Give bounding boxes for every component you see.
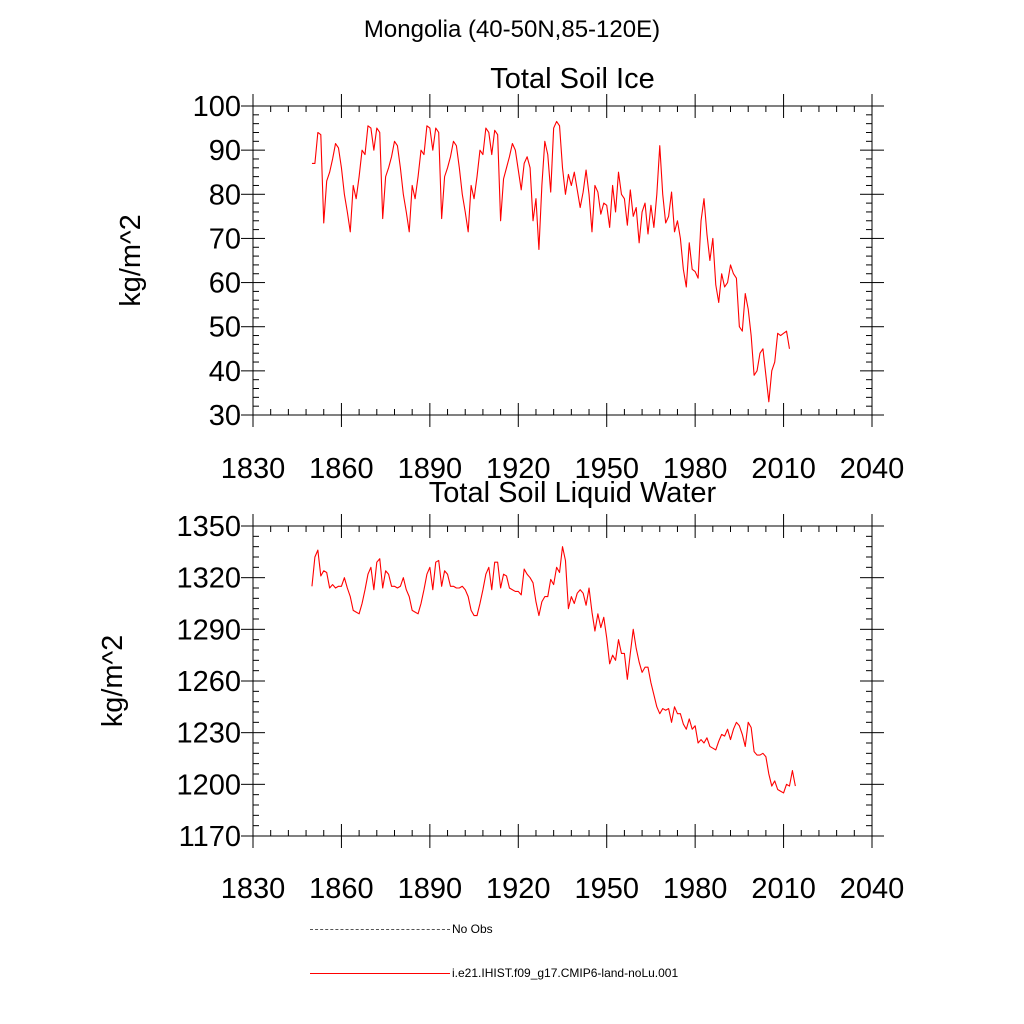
series-line-0 [311, 120, 791, 403]
y-tick-label: 1350 [176, 511, 241, 543]
y-tick-label: 1290 [176, 614, 241, 646]
y-tick-label: 1230 [176, 718, 241, 750]
plot-frame [252, 525, 873, 837]
x-tick-label: 1860 [309, 453, 374, 485]
y-tick-label: 100 [193, 91, 241, 123]
legend-label-model: i.e21.IHIST.f09_g17.CMIP6-land-noLu.001 [452, 966, 679, 980]
y-tick-label: 1260 [176, 666, 241, 698]
x-tick-label: 1980 [663, 453, 728, 485]
y-tick-label: 80 [209, 179, 241, 211]
y-tick-label: 1320 [176, 563, 241, 595]
chart-title: Total Soil Ice [490, 63, 654, 95]
y-tick-label: 90 [209, 135, 241, 167]
y-axis-label: kg/m^2 [97, 635, 129, 728]
y-axis-label: kg/m^2 [115, 214, 147, 307]
legend-swatch-dashed [310, 928, 450, 930]
x-tick-label: 1950 [574, 873, 639, 905]
y-tick-label: 40 [209, 356, 241, 388]
plot-frame [252, 105, 873, 416]
page-title: Mongolia (40-50N,85-120E) [363, 16, 661, 43]
chart-title: Total Soil Liquid Water [429, 477, 717, 509]
x-tick-label: 2010 [751, 453, 816, 485]
chart-total-soil-ice: Total Soil Ice kg/m^2 1830 1860 1890 1920 1950… [115, 63, 904, 485]
chart-total-soil-liquid-water: Total Soil Liquid Water kg/m^2 1830 1860 189… [97, 477, 904, 905]
y-tick-label: 30 [209, 400, 241, 432]
legend-label-no-obs: No Obs [452, 922, 493, 936]
legend-swatch-solid [310, 972, 450, 974]
x-tick-label: 1890 [398, 453, 463, 485]
x-tick-label: 2040 [840, 873, 905, 905]
x-tick-label: 2040 [840, 453, 905, 485]
x-tick-label: 1860 [309, 873, 374, 905]
legend-item-no-obs: No Obs [310, 922, 493, 936]
x-tick-label: 1920 [486, 873, 551, 905]
series-line-0 [311, 546, 796, 794]
y-tick-label: 1200 [176, 769, 241, 801]
x-tick-label: 1980 [663, 873, 728, 905]
y-tick-label: 60 [209, 268, 241, 300]
y-tick-label: 70 [209, 223, 241, 255]
x-tick-label: 1830 [221, 453, 286, 485]
x-tick-label: 2010 [751, 873, 816, 905]
x-tick-label: 1950 [574, 453, 639, 485]
x-tick-label: 1920 [486, 453, 551, 485]
x-tick-label: 1890 [398, 873, 463, 905]
x-tick-label: 1830 [221, 873, 286, 905]
legend-item-model: i.e21.IHIST.f09_g17.CMIP6-land-noLu.001 [310, 966, 678, 980]
y-tick-label: 50 [209, 312, 241, 344]
y-tick-label: 1170 [179, 821, 241, 853]
